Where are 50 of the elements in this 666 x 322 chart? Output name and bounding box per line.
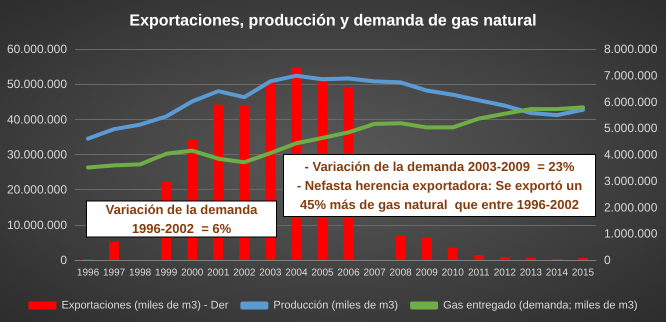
x-tick-label: 2008 xyxy=(390,268,412,278)
chart-title: Exportaciones, producción y demanda de gas natural xyxy=(129,12,537,30)
annotation: Variación de la demanda 1996-2002 = 6% xyxy=(106,202,258,236)
x-tick-label: 2000 xyxy=(181,268,204,278)
legend-label: Gas entregado (demanda; miles de m3) xyxy=(443,300,638,312)
line-series xyxy=(86,74,585,141)
y2-tick-label: 0 xyxy=(604,253,611,267)
y-tick-label: 60.000.000 xyxy=(6,42,68,56)
x-tick-label: 2015 xyxy=(572,268,595,278)
x-tick-label: 2001 xyxy=(207,268,230,278)
y2-tick-label: 3.000.000 xyxy=(604,174,658,188)
bar xyxy=(500,257,510,260)
x-tick-label: 2011 xyxy=(468,268,490,278)
x-tick-label: 2013 xyxy=(520,268,542,278)
bar xyxy=(448,248,458,260)
x-tick-label: 2010 xyxy=(442,268,464,278)
x-tick-label: 1996 xyxy=(76,268,100,278)
y2-tick-label: 1.000.000 xyxy=(604,226,658,241)
x-tick-label: 2004 xyxy=(285,268,308,278)
x-tick-label: 2002 xyxy=(233,268,256,278)
x-tick-label: 2005 xyxy=(311,268,334,278)
y2-tick-label: 8.000.000 xyxy=(604,42,658,56)
y2-tick-label: 7.000.000 xyxy=(604,68,658,82)
x-tick-label: 2007 xyxy=(363,268,386,278)
legend-label: Producción (miles de m3) xyxy=(273,300,398,312)
annotation: - Variación de la demanda 2003-2009 = 23% - Nefasta herencia exportadora: Se exportó un 45% más de gas natural que entre 1996-2002 xyxy=(296,159,582,212)
y-tick-label: 0 xyxy=(60,253,68,267)
bar xyxy=(396,234,406,260)
x-tick-label: 1998 xyxy=(129,268,152,278)
y2-tick-label: 5.000.000 xyxy=(604,121,658,136)
y2-tick-label: 6.000.000 xyxy=(604,94,658,109)
x-tick-label: 2009 xyxy=(416,268,438,278)
x-tick-label: 2003 xyxy=(259,268,282,278)
y-tick-label: 30.000.000 xyxy=(6,148,68,162)
y2-tick-label: 4.000.000 xyxy=(604,148,658,162)
y-tick-label: 20.000.000 xyxy=(6,182,68,197)
legend-label: Exportaciones (miles de m3) - Der xyxy=(61,300,229,312)
line-series xyxy=(86,105,585,170)
bar xyxy=(109,242,120,260)
y-tick-label: 10.000.000 xyxy=(6,218,68,232)
bar xyxy=(474,254,484,260)
y2-tick-label: 2.000.000 xyxy=(604,200,658,214)
x-tick-label: 1997 xyxy=(102,268,126,278)
x-tick-label: 2012 xyxy=(494,268,516,278)
x-tick-label: 2006 xyxy=(337,268,360,278)
y-tick-label: 40.000.000 xyxy=(6,112,68,126)
bar xyxy=(422,237,432,260)
x-tick-label: 2014 xyxy=(546,268,568,278)
x-tick-label: 1999 xyxy=(155,268,178,278)
y-tick-label: 50.000.000 xyxy=(6,77,68,92)
